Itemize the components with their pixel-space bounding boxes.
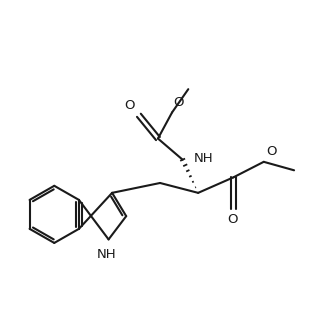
- Text: O: O: [267, 145, 277, 158]
- Text: NH: NH: [97, 248, 116, 261]
- Text: O: O: [174, 96, 184, 109]
- Text: NH: NH: [194, 152, 214, 165]
- Text: O: O: [227, 213, 237, 226]
- Text: O: O: [124, 99, 135, 113]
